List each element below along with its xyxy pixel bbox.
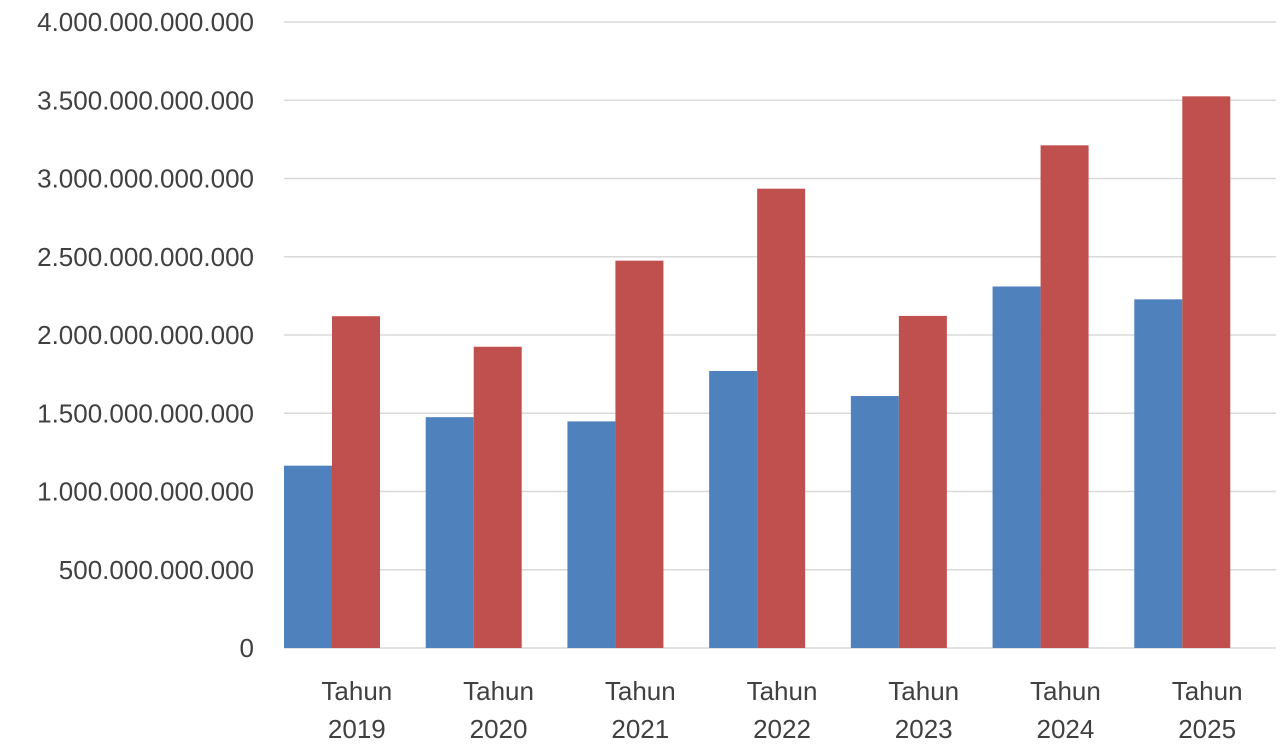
y-tick-label: 500.000.000.000 [59,555,254,585]
y-tick-label: 2.500.000.000.000 [37,242,254,272]
y-tick-label: 0 [240,633,254,663]
x-category-label-line: Tahun [888,676,959,706]
bar-series-1-tahun-2022 [709,370,758,648]
x-category-label-line: 2022 [753,714,811,744]
x-category-label-line: Tahun [463,676,534,706]
bar-series-2-tahun-2019 [332,316,380,648]
bar-series-1-tahun-2020 [425,417,474,648]
x-category-label-line: Tahun [321,676,392,706]
bar-series-2-tahun-2020 [473,346,522,648]
x-category-label-line: Tahun [1172,676,1243,706]
bar-series-2-tahun-2021 [615,260,664,648]
bar-series-2-tahun-2024 [1040,145,1089,648]
x-category-label: Tahun 2021 [605,676,676,744]
bar-series-2-tahun-2025 [1182,96,1231,648]
x-category-label-line: 2021 [611,714,669,744]
bar-series-1-tahun-2019 [284,465,332,648]
x-category-label: Tahun 2020 [463,676,534,744]
x-category-label: Tahun 2024 [1030,676,1101,744]
x-category-label-line: 2025 [1178,714,1236,744]
bars [284,96,1231,649]
x-category-label: Tahun 2022 [747,676,818,744]
x-category-label-line: 2019 [328,714,386,744]
y-tick-label: 1.500.000.000.000 [37,398,254,428]
x-category-label: Tahun 2019 [321,676,392,744]
bar-series-2-tahun-2022 [757,188,806,649]
x-category-label-line: 2023 [895,714,953,744]
x-category-label-line: 2020 [470,714,528,744]
bar-series-2-tahun-2023 [898,315,947,648]
x-category-label: Tahun 2023 [888,676,959,744]
y-tick-label: 1.000.000.000.000 [37,477,254,507]
y-tick-label: 2.000.000.000.000 [37,320,254,350]
bar-series-1-tahun-2021 [567,421,616,648]
x-category-label-line: Tahun [605,676,676,706]
y-tick-label: 3.000.000.000.000 [37,164,254,194]
x-category-label-line: Tahun [747,676,818,706]
y-tick-label: 3.500.000.000.000 [37,85,254,115]
x-category-label: Tahun 2025 [1172,676,1243,744]
bar-series-1-tahun-2025 [1134,299,1183,648]
y-tick-label: 4.000.000.000.000 [37,7,254,37]
x-category-label-line: 2024 [1037,714,1095,744]
bar-series-1-tahun-2024 [992,286,1041,648]
x-category-label-line: Tahun [1030,676,1101,706]
bar-series-1-tahun-2023 [850,396,899,648]
y-axis-tick-labels: 0 500.000.000.000 1.000.000.000.000 1.500.0… [37,7,254,663]
